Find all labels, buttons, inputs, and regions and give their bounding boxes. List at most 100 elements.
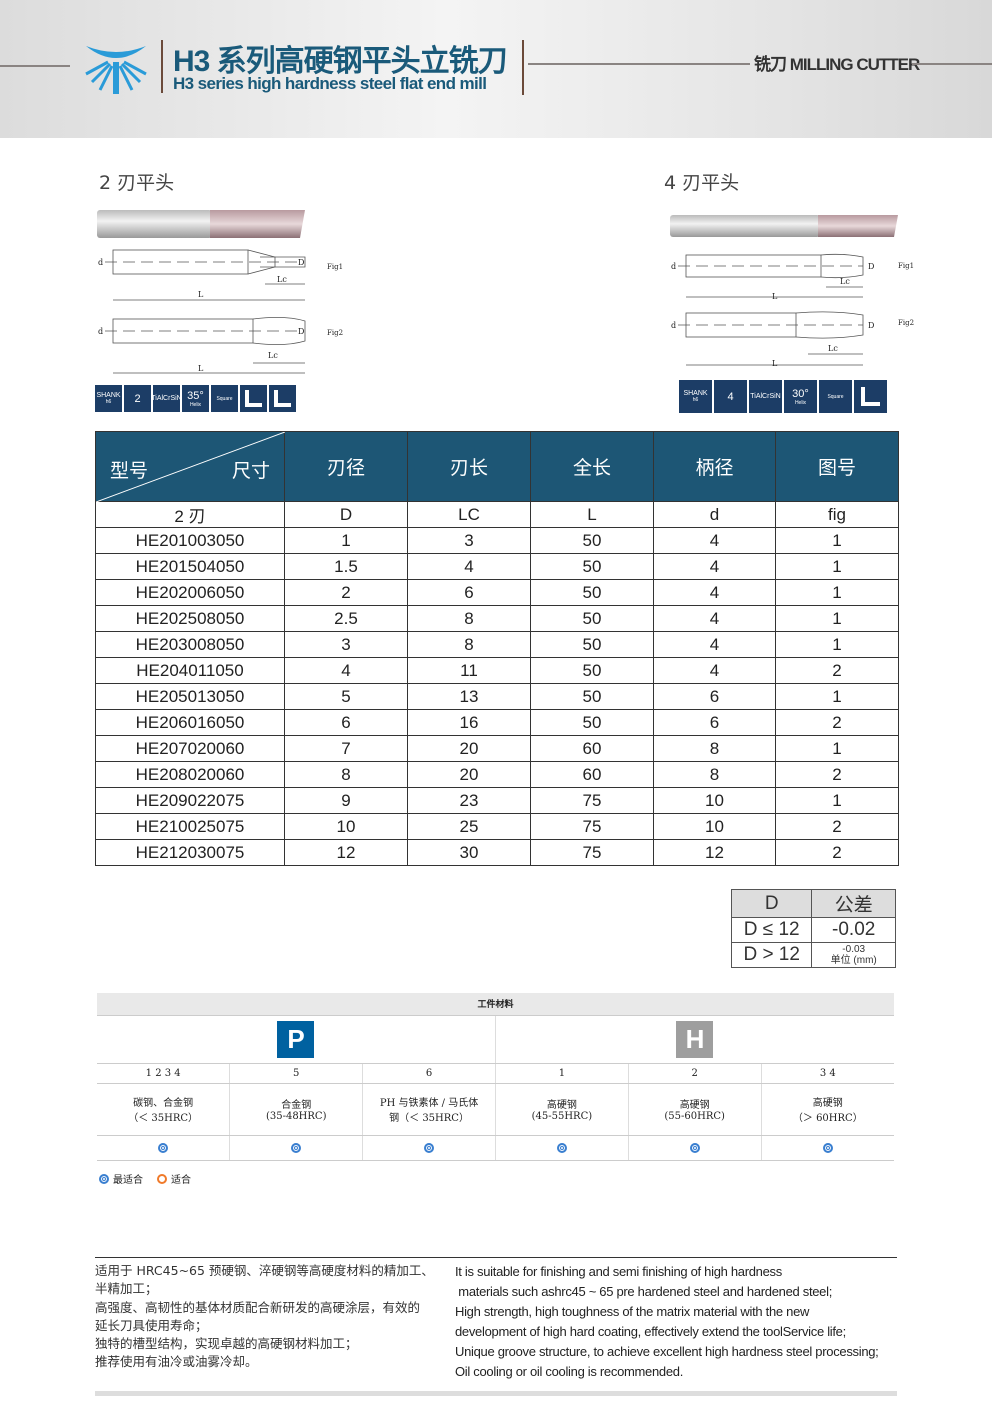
table-cell: 2 — [775, 839, 899, 866]
table-cell: 8 — [653, 761, 776, 788]
table-cell: 50 — [530, 709, 654, 736]
corner-right-label: 尺寸 — [231, 461, 270, 482]
subheader-cell: fig — [775, 501, 899, 528]
table-cell: 2 — [284, 579, 408, 606]
table-cell: 6 — [653, 709, 776, 736]
description-line: It is suitable for finishing and semi fi… — [455, 1264, 782, 1279]
dim-Lc: Lc — [828, 344, 838, 353]
subheader-cell: 2 刃 — [95, 501, 285, 528]
table-cell: HE206016050 — [95, 709, 285, 736]
table-cell: 16 — [407, 709, 531, 736]
subheader-cell: D — [284, 501, 408, 528]
table-cell: 4 — [284, 657, 408, 684]
corner-header: 型号 尺寸 — [95, 431, 285, 502]
best-suited-icon — [99, 1173, 109, 1184]
table-cell: 50 — [530, 553, 654, 580]
material-name: 高硬钢 (45-55HRC) — [495, 1083, 629, 1136]
table-row: HE202508050 2.5 8 50 4 1 — [95, 605, 899, 632]
shank-photo — [97, 210, 212, 238]
description-line: 独特的槽型结构，实现卓越的高硬钢材料加工； — [95, 1336, 358, 1352]
brand-logo — [85, 46, 147, 94]
2-flute-feature-badges: SHANK h6 2 TiAlCrSiN 35° Helix Square — [95, 385, 296, 412]
material-name-line: 碳钢、合金钢 — [133, 1098, 194, 1109]
material-number: 2 — [628, 1063, 762, 1084]
feature-badge: 2 — [124, 385, 151, 412]
table-cell: HE205013050 — [95, 683, 285, 710]
table-cell: 8 — [284, 761, 408, 788]
description-line: development of high hard coating, effect… — [455, 1324, 846, 1339]
feature-badge: 4 — [714, 380, 747, 413]
description-line: 适用于 HRC45~65 预硬钢、淬硬钢等高硬度材料的精加工、 — [95, 1263, 434, 1278]
table-cell: HE208020060 — [95, 761, 285, 788]
description-line: 推荐使用有油冷或油雾冷却。 — [95, 1354, 258, 1370]
feature-badge: TiAlCrSiN — [749, 380, 782, 413]
table-cell: 2 — [775, 813, 899, 840]
table-cell: HE203008050 — [95, 631, 285, 658]
dim-Lc: Lc — [840, 277, 850, 286]
table-cell: 12 — [284, 839, 408, 866]
divider — [912, 63, 992, 65]
table-cell: 8 — [653, 735, 776, 762]
description-line: materials such ashrc45 ~ 65 pre hardened… — [455, 1284, 833, 1299]
section-title-2-flute: 2 刃平头 — [99, 172, 175, 194]
description-line: Oil cooling or oil cooling is recommende… — [455, 1364, 684, 1379]
material-number: 1 2 3 4 — [97, 1063, 231, 1084]
dim-L: L — [772, 359, 778, 368]
table-cell: 9 — [284, 787, 408, 814]
description-line: 半精加工； — [95, 1281, 158, 1297]
table-cell: HE201504050 — [95, 553, 285, 580]
table-row: HE205013050 5 13 50 6 1 — [95, 683, 899, 710]
material-name: PH 与铁素体 / 马氏体 钢（＜ 35HRC） — [362, 1083, 496, 1136]
header-cell: 全长 — [530, 431, 654, 502]
badge-bottom: Square — [216, 395, 233, 402]
feature-badge — [854, 380, 887, 413]
material-name-line: 合金钢 — [281, 1100, 312, 1111]
dim-d: d — [98, 327, 103, 336]
table-cell: 5 — [284, 683, 408, 710]
table-row: HE209022075 9 23 75 10 1 — [95, 787, 899, 814]
dim-D: D — [298, 327, 304, 336]
table-cell: 23 — [407, 787, 531, 814]
table-cell: 6 — [284, 709, 408, 736]
table-cell: 6 — [407, 579, 531, 606]
divider — [161, 40, 163, 93]
feature-badge — [240, 385, 267, 412]
table-cell: 3 — [284, 631, 408, 658]
section-title-4-flute: 4 刃平头 — [664, 172, 740, 194]
description-line: 高强度、高韧性的基体材质配合新研发的高硬涂层，有效的 — [95, 1299, 421, 1315]
flute-photo — [818, 215, 898, 237]
page-subtitle: H3 series high hardness steel flat end m… — [173, 74, 487, 93]
table-cell: HE202508050 — [95, 605, 285, 632]
table-cell: 4 — [653, 553, 776, 580]
table-row: HE201504050 1.5 4 50 4 1 — [95, 553, 899, 580]
suitable-icon — [157, 1173, 167, 1184]
table-cell: 4 — [653, 527, 776, 554]
fig2-label: Fig2 — [898, 319, 914, 327]
badge-bottom: h6 — [105, 399, 112, 405]
square-end-icon — [860, 386, 881, 407]
table-cell: HE209022075 — [95, 787, 285, 814]
feature-badge: SHANK h6 — [95, 385, 122, 412]
table-cell: 60 — [530, 735, 654, 762]
table-cell: 25 — [407, 813, 531, 840]
best-suited-icon — [689, 1142, 700, 1153]
dim-L: L — [198, 290, 204, 299]
badge-top: 2 — [134, 392, 141, 405]
badge-top: 4 — [727, 390, 734, 403]
page-header: H3 系列高硬钢平头立铣刀 H3 series high hardness st… — [0, 0, 992, 138]
unit-label: 单位 (mm) — [830, 955, 877, 966]
legend-ok: 适合 — [171, 1175, 191, 1186]
best-suited-icon — [556, 1142, 567, 1153]
dim-D: D — [298, 258, 304, 267]
suitability-cell — [229, 1135, 364, 1161]
table-cell: HE207020060 — [95, 735, 285, 762]
dim-L: L — [772, 292, 778, 301]
table-cell: 20 — [407, 735, 531, 762]
table-cell: 2.5 — [284, 605, 408, 632]
table-row: HE207020060 7 20 60 8 1 — [95, 735, 899, 762]
tol-cell: -0.02 — [811, 917, 896, 943]
divider — [528, 63, 750, 65]
